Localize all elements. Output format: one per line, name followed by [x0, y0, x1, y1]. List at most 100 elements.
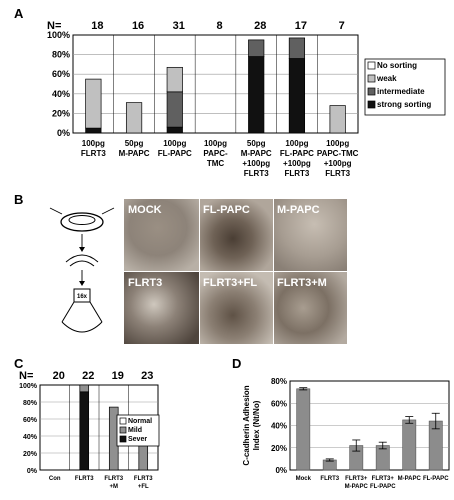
photo-label-m-papc: M-PAPC — [277, 204, 320, 216]
chart-a-x-labels: 100pgFLRT350pgM-PAPC100pgFL-PAPC100pgPAP… — [81, 139, 359, 178]
n-count-label: 16 — [132, 20, 144, 32]
x-tick-label: 100pg — [163, 139, 186, 148]
legend-swatch — [119, 426, 127, 434]
n-count-label: 17 — [295, 20, 307, 32]
scheme-arrow-2-head — [79, 281, 85, 286]
x-tick-label: FL-PAPC — [158, 149, 192, 158]
chart-c-y-ticks: 0% 20% 40% 60% 80% 100% — [19, 383, 38, 475]
x-tick-label: FLRT3 — [325, 169, 350, 178]
x-tick-label: FLRT3 — [320, 476, 339, 482]
chart-d-error-bars — [299, 387, 440, 462]
n-prefix-label: N= — [47, 20, 61, 32]
legend-label: intermediate — [377, 87, 425, 96]
panel-b: 16x MOCK FL-PAPC M-PAPC FLRT3 FLRT3+FL — [49, 199, 347, 344]
bar-segment-weak — [329, 105, 346, 134]
explant-cup — [61, 321, 103, 333]
chart-d-adhesion: 0%20%40%60%80% Mock FLRT3 FLRT3+M-PAPCFLRT… — [242, 377, 450, 490]
legend-label: Sever — [128, 436, 147, 443]
x-tick-label: FLRT3+ — [372, 476, 395, 482]
panel-letter-a: A — [14, 6, 24, 21]
chart-a-sorting: 0%20%40%60%80%100% 18 16 31 8 28 17 7N= 100pgF… — [47, 20, 446, 178]
x-tick-label: 50pg — [125, 139, 144, 148]
bar-segment-weak — [85, 78, 102, 129]
x-tick-label: 100pg — [82, 139, 105, 148]
embryo-scheme: 16x — [49, 207, 115, 333]
bar-segment-strong-sorting — [85, 127, 102, 134]
y-axis-label-line: Index (Nt/No) — [252, 400, 261, 450]
scheme-arrow-1-head — [79, 247, 85, 252]
x-tick-label: FLRT3 — [104, 476, 123, 482]
x-tick-label: FLRT3 — [134, 476, 153, 482]
photo-label-mock: MOCK — [128, 204, 162, 216]
x-tick-label: FLRT3 — [81, 149, 106, 158]
y-tick-label: 80% — [23, 400, 38, 407]
bar-segment-weak — [125, 102, 143, 134]
chart-c-x-labels: Con FLRT3 FLRT3 +M FLRT3 +FL — [49, 476, 153, 490]
x-tick-label: TMC — [207, 159, 225, 168]
y-tick-label: 40% — [271, 422, 287, 431]
cut-arrow-right — [101, 207, 115, 215]
y-tick-label: 20% — [52, 108, 70, 118]
y-tick-label: 80% — [52, 50, 70, 60]
legend-label: Mild — [128, 427, 142, 434]
bar-segment-mild — [79, 384, 90, 393]
legend-label: Normal — [128, 418, 152, 425]
n-count-label: 8 — [216, 20, 222, 32]
chart-a-legend: No sorting weak intermediate strong sorting — [364, 58, 446, 116]
beam-left — [61, 301, 75, 323]
legend-swatch — [119, 435, 127, 443]
legend-swatch — [367, 74, 376, 83]
y-tick-label: 20% — [271, 444, 287, 453]
x-tick-label: +100pg — [283, 159, 311, 168]
explant-shape — [65, 254, 99, 267]
n-prefix-label: N= — [19, 370, 33, 382]
y-tick-label: 0% — [57, 128, 70, 138]
x-tick-label: 50pg — [247, 139, 266, 148]
n-count-label: 20 — [53, 370, 65, 382]
y-tick-label: 20% — [23, 451, 38, 458]
x-tick-label: +FL — [138, 484, 149, 490]
y-tick-label: 80% — [271, 377, 287, 386]
plot-frame — [72, 34, 359, 134]
chart-d-y-ticks: 0% 20% 40% 60% 80% — [271, 377, 287, 475]
x-tick-label: FL-PAPC — [370, 484, 396, 490]
n-count-label: 19 — [112, 370, 124, 382]
x-tick-label: M-PAPC — [345, 484, 369, 490]
y-tick-label: 0% — [27, 468, 38, 475]
legend-label: strong sorting — [377, 100, 431, 109]
chart-a-gridlines — [72, 34, 359, 134]
n-count-label: 23 — [141, 370, 153, 382]
x-tick-label: +100pg — [324, 159, 352, 168]
bar-segment-strong-sorting — [248, 56, 265, 134]
chart-d-gridlines — [289, 380, 450, 471]
x-tick-label: FLRT3+ — [345, 476, 368, 482]
photo-label-flrt3-fl: FLRT3+FL — [203, 277, 257, 289]
x-tick-label: PAPC- — [203, 149, 228, 158]
x-tick-label: M-PAPC — [398, 476, 422, 482]
n-count-label: 28 — [254, 20, 266, 32]
x-tick-label: M-PAPC — [241, 149, 272, 158]
bar-segment-weak — [166, 66, 183, 93]
chart-c-legend: Normal Mild Sever — [116, 414, 160, 447]
y-axis-label-line: C-cadherin Adhesion — [242, 385, 251, 465]
chart-a-y-ticks: 0% 20% 40% 60% 80% 100% — [47, 30, 70, 138]
x-tick-label: Con — [49, 476, 61, 482]
y-tick-label: 60% — [271, 399, 287, 408]
y-tick-label: 60% — [52, 69, 70, 79]
x-tick-label: FLRT3 — [244, 169, 269, 178]
legend-label: No sorting — [377, 61, 417, 70]
x-tick-label: 100pg — [204, 139, 227, 148]
x-tick-label: PAPC-TMC — [317, 149, 359, 158]
chart-d-x-labels: Mock FLRT3 FLRT3+M-PAPCFLRT3+FL-PAPCM-PAPC… — [296, 476, 450, 490]
legend-swatch — [367, 100, 376, 109]
bar-segment-strong-sorting — [166, 126, 183, 134]
panel-letter-c: C — [14, 356, 24, 371]
bar — [402, 419, 417, 471]
x-tick-label: FL-PAPC — [423, 476, 449, 482]
embryo-ring-outer — [60, 212, 104, 232]
x-tick-label: FLRT3 — [284, 169, 309, 178]
photo-fl-papc: FL-PAPC — [200, 199, 273, 271]
x-tick-label: 100pg — [285, 139, 308, 148]
cut-arrow-left — [49, 207, 63, 215]
legend-swatch — [119, 417, 127, 425]
